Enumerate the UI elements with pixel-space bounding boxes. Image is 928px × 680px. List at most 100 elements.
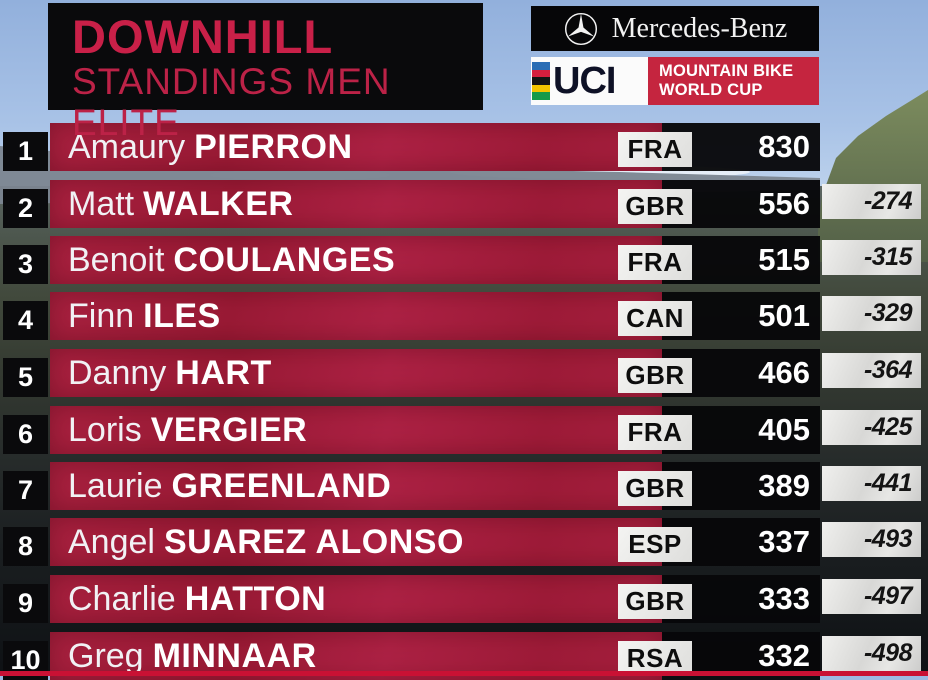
series-name-line2: WORLD CUP xyxy=(659,81,763,99)
rank-badge: 6 xyxy=(3,415,48,454)
rider-first-name: Charlie xyxy=(68,579,176,618)
points-value: 332 xyxy=(758,638,810,673)
standings-row: 5 Danny HART GBR 466 -364 xyxy=(0,349,928,397)
page-title: DOWNHILL xyxy=(72,10,334,63)
points-value: 333 xyxy=(758,581,810,616)
rank-badge: 9 xyxy=(3,584,48,623)
standings-row: 2 Matt WALKER GBR 556 -274 xyxy=(0,180,928,228)
bottom-red-strip xyxy=(0,671,928,676)
points-section: RSA 332 xyxy=(618,632,820,680)
points-section: GBR 466 xyxy=(618,349,820,397)
rider-name-bar: Angel SUAREZ ALONSO xyxy=(50,518,662,566)
points-gap-badge: -493 xyxy=(822,522,921,557)
rider-last-name: MINNAAR xyxy=(152,636,317,675)
points-value: 389 xyxy=(758,468,810,503)
points-value: 830 xyxy=(758,129,810,164)
points-section: GBR 333 xyxy=(618,575,820,623)
rider-first-name: Benoit xyxy=(68,240,165,279)
rank-badge: 7 xyxy=(3,471,48,510)
rider-name-bar: Danny HART xyxy=(50,349,662,397)
points-value: 556 xyxy=(758,186,810,221)
standings-row: 4 Finn ILES CAN 501 -329 xyxy=(0,292,928,340)
country-code-badge: GBR xyxy=(618,584,692,619)
country-code-badge: ESP xyxy=(618,527,692,562)
rider-first-name: Amaury xyxy=(68,127,186,166)
points-section: CAN 501 xyxy=(618,292,820,340)
country-code-badge: GBR xyxy=(618,189,692,224)
rank-badge: 8 xyxy=(3,527,48,566)
rider-last-name: HART xyxy=(175,353,272,392)
country-code-badge: FRA xyxy=(618,132,692,167)
rider-last-name: HATTON xyxy=(184,579,327,618)
points-section: ESP 337 xyxy=(618,518,820,566)
country-code-badge: FRA xyxy=(618,245,692,280)
rider-name-bar: Laurie GREENLAND xyxy=(50,462,662,510)
rider-name-bar: Finn ILES xyxy=(50,292,662,340)
series-name: MOUNTAIN BIKE WORLD CUP xyxy=(648,57,819,105)
rider-last-name: GREENLAND xyxy=(171,466,392,505)
page-subtitle: STANDINGS MEN ELITE xyxy=(72,61,391,144)
points-section: FRA 405 xyxy=(618,406,820,454)
rider-first-name: Finn xyxy=(68,296,135,335)
rider-first-name: Danny xyxy=(68,353,167,392)
rider-last-name: ILES xyxy=(143,296,221,335)
country-code-badge: RSA xyxy=(618,641,692,676)
standings-row: 7 Laurie GREENLAND GBR 389 -441 xyxy=(0,462,928,510)
country-code-badge: CAN xyxy=(618,301,692,336)
headline-panel: DOWNHILL STANDINGS MEN ELITE xyxy=(48,3,483,143)
points-value: 466 xyxy=(758,355,810,390)
rank-badge: 3 xyxy=(3,245,48,284)
rider-name-bar: Charlie HATTON xyxy=(50,575,662,623)
standings-row: 9 Charlie HATTON GBR 333 -497 xyxy=(0,575,928,623)
rank-badge: 1 xyxy=(3,132,48,171)
points-value: 405 xyxy=(758,412,810,447)
mercedes-star-icon xyxy=(564,12,597,45)
rider-name-bar: Loris VERGIER xyxy=(50,406,662,454)
standings-row: 10 Greg MINNAAR RSA 332 -498 xyxy=(0,632,928,680)
rider-name-bar: Benoit COULANGES xyxy=(50,236,662,284)
points-gap-badge: -441 xyxy=(822,466,921,501)
country-code-badge: GBR xyxy=(618,358,692,393)
points-gap-badge: -498 xyxy=(822,636,921,671)
standings-row: 1 Amaury PIERRON FRA 830 xyxy=(0,123,928,171)
points-gap-badge: -274 xyxy=(822,184,921,219)
country-code-badge: GBR xyxy=(618,471,692,506)
rank-badge: 5 xyxy=(3,358,48,397)
rider-last-name: COULANGES xyxy=(173,240,396,279)
rider-name-bar: Matt WALKER xyxy=(50,180,662,228)
sponsor-name: Mercedes-Benz xyxy=(611,12,788,44)
points-value: 337 xyxy=(758,524,810,559)
points-value: 515 xyxy=(758,242,810,277)
points-gap-badge: -364 xyxy=(822,353,921,388)
rider-first-name: Matt xyxy=(68,184,135,223)
points-gap-badge: -425 xyxy=(822,410,921,445)
points-section: GBR 556 xyxy=(618,180,820,228)
standings-row: 3 Benoit COULANGES FRA 515 -315 xyxy=(0,236,928,284)
points-section: GBR 389 xyxy=(618,462,820,510)
country-code-badge: FRA xyxy=(618,415,692,450)
points-gap-badge: -497 xyxy=(822,579,921,614)
rider-last-name: WALKER xyxy=(143,184,294,223)
sponsor-banner: Mercedes-Benz xyxy=(531,6,819,51)
rider-last-name: PIERRON xyxy=(194,127,353,166)
points-gap-badge: -329 xyxy=(822,296,921,331)
points-section: FRA 515 xyxy=(618,236,820,284)
points-gap-badge: -315 xyxy=(822,240,921,275)
rider-name-bar: Amaury PIERRON xyxy=(50,123,662,171)
rider-last-name: VERGIER xyxy=(150,410,308,449)
uci-rainbow-stripes-icon xyxy=(532,62,550,100)
rider-last-name: SUAREZ ALONSO xyxy=(163,522,464,561)
standings-row: 6 Loris VERGIER FRA 405 -425 xyxy=(0,406,928,454)
rider-first-name: Greg xyxy=(68,636,144,675)
series-name-line1: MOUNTAIN BIKE xyxy=(659,61,794,80)
uci-logo: UCI xyxy=(531,57,648,105)
rank-badge: 4 xyxy=(3,301,48,340)
points-value: 501 xyxy=(758,298,810,333)
rank-badge: 2 xyxy=(3,189,48,228)
points-section: FRA 830 xyxy=(618,123,820,171)
standings-row: 8 Angel SUAREZ ALONSO ESP 337 -493 xyxy=(0,518,928,566)
rider-first-name: Loris xyxy=(68,410,142,449)
rider-first-name: Angel xyxy=(68,522,155,561)
rider-first-name: Laurie xyxy=(68,466,163,505)
